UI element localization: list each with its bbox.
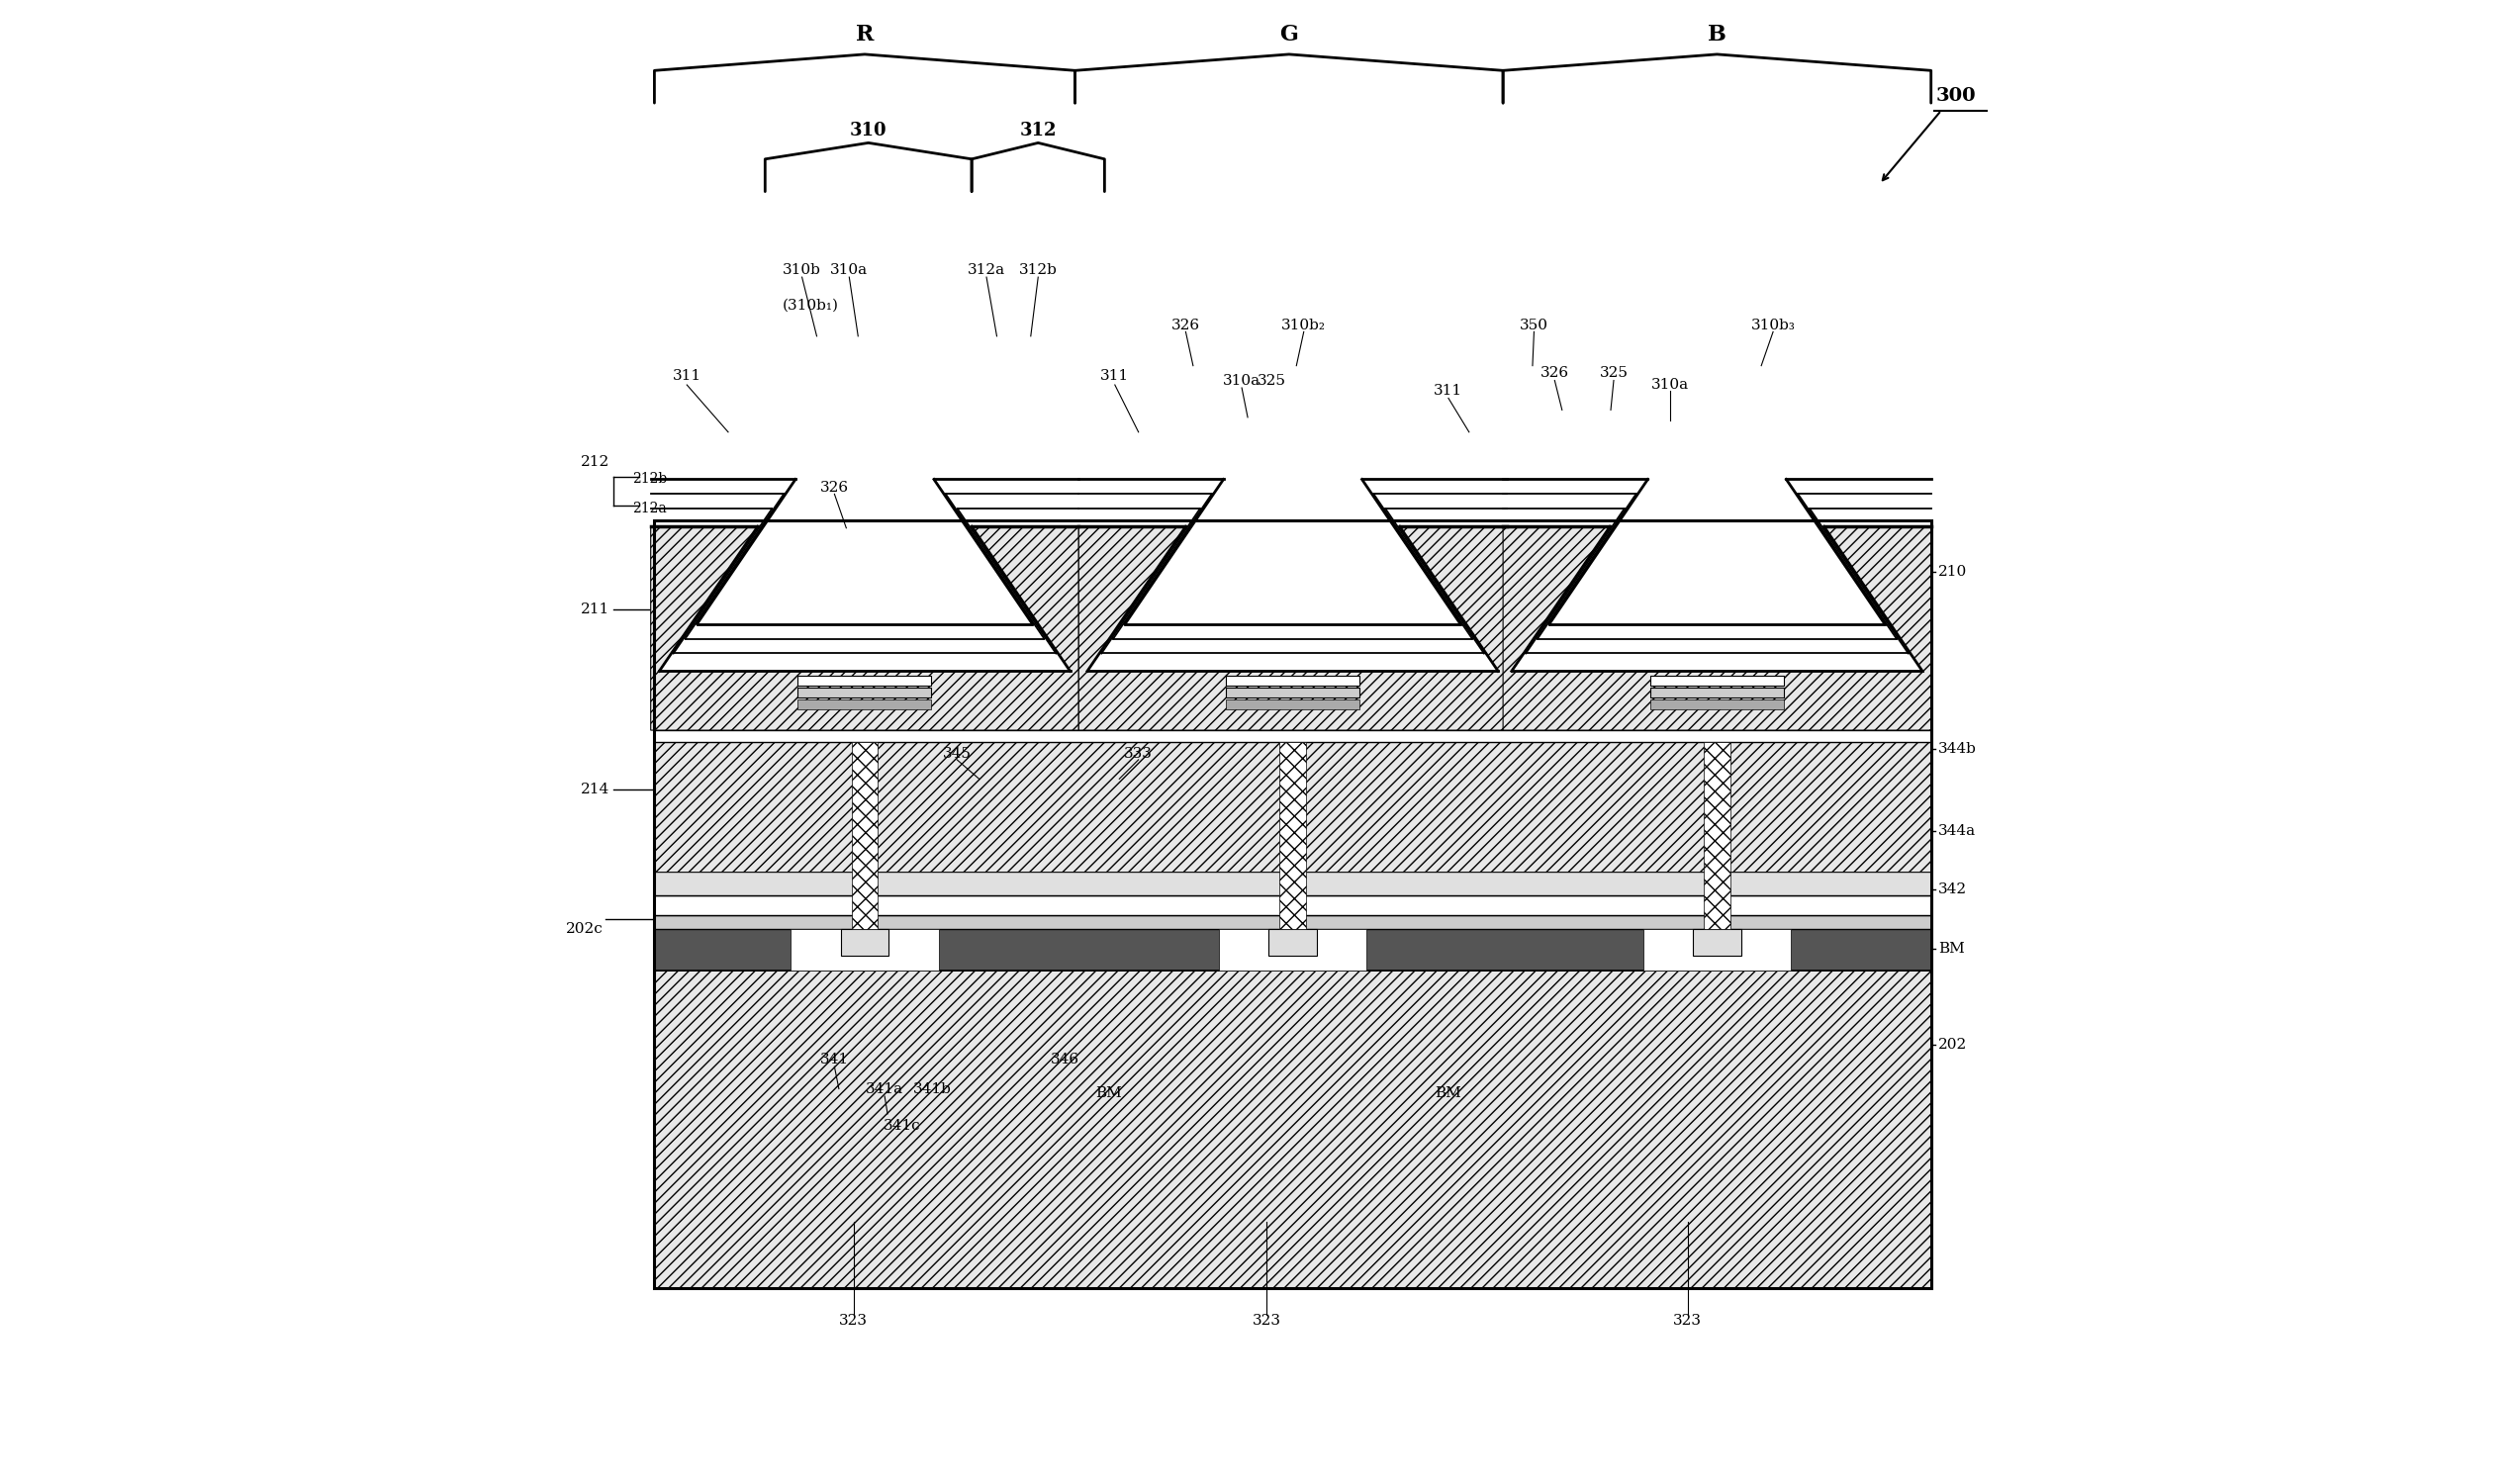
Text: 210: 210 [1940, 565, 1967, 579]
Bar [1642, 929, 1791, 971]
Text: 343: 343 [1050, 705, 1078, 720]
Bar [1650, 675, 1783, 686]
Text: 323: 323 [1673, 1313, 1703, 1327]
Text: 312: 312 [1020, 122, 1055, 139]
Bar [1693, 929, 1741, 956]
Text: 211: 211 [582, 603, 610, 616]
Text: 202c: 202c [564, 923, 602, 936]
Text: 346: 346 [1050, 1052, 1078, 1066]
Text: 311: 311 [673, 370, 700, 383]
Bar [1227, 675, 1360, 686]
Bar [655, 873, 1932, 895]
Text: 312a: 312a [967, 263, 1005, 276]
Text: 325: 325 [1600, 367, 1627, 380]
Text: 341c: 341c [884, 1119, 922, 1132]
Text: BM: BM [1436, 1086, 1461, 1100]
Text: 310b₂: 310b₂ [1282, 319, 1325, 332]
Text: 341b: 341b [912, 1082, 952, 1095]
Text: 345: 345 [942, 746, 972, 761]
Bar [655, 521, 1932, 1288]
Text: 326: 326 [821, 481, 849, 496]
Bar [1227, 699, 1360, 709]
Text: 341: 341 [821, 1052, 849, 1066]
Bar [799, 675, 932, 686]
Bar [655, 929, 1932, 971]
Bar [791, 929, 940, 971]
Text: R: R [856, 24, 874, 46]
Text: 310a: 310a [1222, 374, 1260, 387]
Text: 212a: 212a [632, 502, 668, 516]
Bar [1227, 687, 1360, 697]
Bar [655, 914, 1932, 929]
Text: 214: 214 [582, 782, 610, 795]
Text: 323: 323 [839, 1313, 869, 1327]
Bar [655, 895, 1932, 914]
Text: 300: 300 [1935, 86, 1975, 104]
Bar [1703, 742, 1731, 929]
Bar [1270, 929, 1317, 956]
Polygon shape [1504, 527, 1932, 730]
Text: 333: 333 [1123, 746, 1154, 761]
Bar [851, 742, 879, 929]
Text: 350: 350 [1519, 319, 1549, 332]
Bar [655, 730, 1932, 742]
Bar [799, 687, 932, 697]
Bar [1650, 699, 1783, 709]
Bar [1219, 929, 1365, 971]
Text: 212b: 212b [632, 472, 668, 487]
Text: 344b: 344b [1940, 742, 1977, 757]
Text: 326: 326 [1171, 319, 1199, 332]
Bar [655, 742, 1932, 873]
Text: 326: 326 [1539, 367, 1569, 380]
Bar [841, 929, 889, 956]
Text: 344a: 344a [1940, 824, 1975, 837]
Text: 311: 311 [1101, 370, 1129, 383]
Text: 310b₃: 310b₃ [1751, 319, 1796, 332]
Polygon shape [1078, 527, 1506, 730]
Text: 323: 323 [1252, 1313, 1282, 1327]
Bar [1280, 742, 1305, 929]
Text: 202: 202 [1940, 1037, 1967, 1052]
Bar [1650, 687, 1783, 697]
Text: 310a: 310a [1650, 378, 1688, 392]
Text: 341a: 341a [867, 1082, 904, 1095]
Text: B: B [1708, 24, 1726, 46]
Text: 310: 310 [849, 122, 887, 139]
Bar [655, 971, 1932, 1288]
Text: 311: 311 [1433, 384, 1464, 398]
Text: 310b: 310b [783, 263, 821, 276]
Text: 312b: 312b [1018, 263, 1058, 276]
Text: 325: 325 [1257, 374, 1285, 387]
Bar [799, 699, 932, 709]
Text: 342: 342 [1940, 883, 1967, 896]
Text: 212: 212 [582, 454, 610, 469]
Text: BM: BM [1940, 942, 1965, 956]
Text: (310b₁): (310b₁) [783, 298, 839, 312]
Text: G: G [1280, 24, 1297, 46]
Polygon shape [650, 527, 1078, 730]
Text: BM: BM [1096, 1086, 1121, 1100]
Text: 310a: 310a [831, 263, 869, 276]
